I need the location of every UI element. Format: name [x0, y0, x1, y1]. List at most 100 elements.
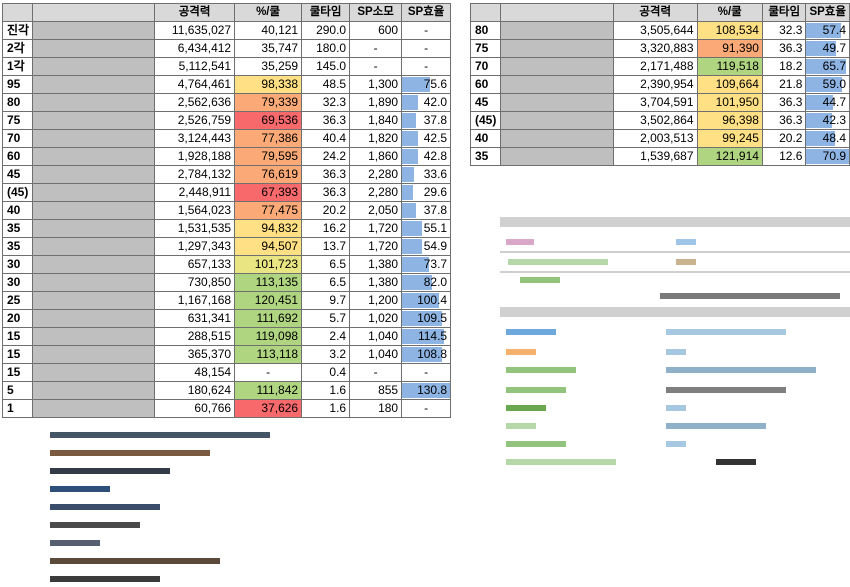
percent-per-cooldown-cell: 111,842 — [234, 381, 303, 400]
level-cell: 75 — [1, 111, 34, 130]
percent-per-cooldown-cell: 113,135 — [234, 273, 303, 292]
table-row: 45 3,704,591 101,950 36.3 44.7 — [470, 93, 850, 112]
sp-efficiency-value: - — [424, 41, 429, 55]
skill-name-cell — [32, 39, 156, 58]
sp-efficiency-cell: 65.7 — [805, 57, 850, 76]
cooldown-cell: 36.3 — [301, 183, 351, 202]
cooldown-cell: 3.2 — [301, 345, 351, 364]
level-cell: 80 — [1, 93, 34, 112]
skill-name-cell — [32, 57, 156, 76]
header-cooldown: 쿨타임 — [761, 3, 807, 22]
attack-cell: 730,850 — [154, 273, 236, 292]
attack-cell: 631,341 — [154, 309, 236, 328]
sp-efficiency-cell: 49.7 — [805, 39, 850, 58]
attack-cell: 3,124,443 — [154, 129, 236, 148]
sp-efficiency-bar — [402, 203, 416, 218]
sp-efficiency-bar — [402, 77, 430, 92]
table-row: (45) 2,448,911 67,393 36.3 2,280 29.6 — [1, 183, 452, 202]
sp-cost-cell: - — [349, 363, 403, 382]
level-cell: 30 — [1, 255, 34, 274]
header-skill-name — [499, 3, 614, 22]
sp-efficiency-cell: 114.5 — [401, 327, 452, 346]
sp-efficiency-cell: - — [401, 57, 452, 76]
level-cell: 40 — [1, 201, 34, 220]
percent-per-cooldown-cell: 119,518 — [696, 57, 763, 76]
sp-efficiency-bar — [402, 149, 418, 164]
percent-per-cooldown-cell: 98,338 — [234, 75, 303, 94]
cooldown-cell: 36.3 — [301, 165, 351, 184]
header-percent-per-cooldown: %/쿨 — [234, 3, 303, 22]
level-cell: (45) — [470, 111, 501, 130]
attack-cell: 2,171,488 — [612, 57, 698, 76]
skill-name-cell — [32, 273, 156, 292]
sp-efficiency-cell: 42.0 — [401, 93, 452, 112]
table-row: 60 1,928,188 79,595 24.2 1,860 42.8 — [1, 147, 452, 166]
table-row: 40 2,003,513 99,245 20.2 48.4 — [470, 129, 850, 148]
sp-efficiency-cell: 42.8 — [401, 147, 452, 166]
skill-name-cell — [499, 57, 614, 76]
skill-name-cell — [32, 399, 156, 418]
sp-efficiency-cell: 82.0 — [401, 273, 452, 292]
sp-efficiency-cell: 54.9 — [401, 237, 452, 256]
attack-cell: 1,531,535 — [154, 219, 236, 238]
sp-cost-cell: 1,020 — [349, 309, 403, 328]
table-row: 20 631,341 111,692 5.7 1,020 109.5 — [1, 309, 452, 328]
sp-efficiency-cell: 44.7 — [805, 93, 850, 112]
percent-per-cooldown-cell: 76,619 — [234, 165, 303, 184]
blurred-notes — [50, 428, 280, 586]
table-row: 95 4,764,461 98,338 48.5 1,300 75.6 — [1, 75, 452, 94]
attack-cell: 657,133 — [154, 255, 236, 274]
table-row: 1 60,766 37,626 1.6 180 - — [1, 399, 452, 418]
table-row: 35 1,539,687 121,914 12.6 70.9 — [470, 147, 850, 166]
sp-efficiency-bar — [806, 77, 842, 92]
level-cell: 25 — [1, 291, 34, 310]
skill-name-cell — [499, 75, 614, 94]
sp-cost-cell: 1,040 — [349, 327, 403, 346]
sp-efficiency-value: 33.6 — [423, 167, 448, 181]
level-cell: (45) — [1, 183, 34, 202]
table-row: 80 2,562,636 79,339 32.3 1,890 42.0 — [1, 93, 452, 112]
table-row: 15 288,515 119,098 2.4 1,040 114.5 — [1, 327, 452, 346]
attack-cell: 1,564,023 — [154, 201, 236, 220]
sp-efficiency-bar — [402, 383, 450, 398]
left-skill-table: 공격력 %/쿨 쿨타임 SP소모 SP효율 진각 11,635,027 40,121… — [1, 3, 452, 418]
sp-efficiency-value: 82.0 — [423, 275, 448, 289]
header-attack: 공격력 — [154, 3, 236, 22]
sp-efficiency-bar — [806, 41, 837, 56]
sp-efficiency-cell: 70.9 — [805, 147, 850, 166]
sp-cost-cell: 1,300 — [349, 75, 403, 94]
blurred-panel-upper — [500, 213, 850, 305]
percent-per-cooldown-cell: 69,536 — [234, 111, 303, 130]
percent-per-cooldown-cell: 101,950 — [696, 93, 763, 112]
skill-name-cell — [32, 237, 156, 256]
header-sp-cost: SP소모 — [349, 3, 403, 22]
header-sp-efficiency: SP효율 — [401, 3, 452, 22]
sp-efficiency-bar — [402, 275, 433, 290]
level-cell: 75 — [470, 39, 501, 58]
sp-efficiency-cell: 75.6 — [401, 75, 452, 94]
cooldown-cell: 48.5 — [301, 75, 351, 94]
sp-efficiency-cell: - — [401, 21, 452, 40]
sp-efficiency-cell: 37.8 — [401, 111, 452, 130]
sp-efficiency-bar — [402, 113, 416, 128]
table-row: 80 3,505,644 108,534 32.3 57.4 — [470, 21, 850, 40]
table-row: 40 1,564,023 77,475 20.2 2,050 37.8 — [1, 201, 452, 220]
skill-name-cell — [32, 291, 156, 310]
attack-cell: 3,505,644 — [612, 21, 698, 40]
attack-cell: 60,766 — [154, 399, 236, 418]
skill-name-cell — [32, 183, 156, 202]
cooldown-cell: 20.2 — [761, 129, 807, 148]
table-row: 5 180,624 111,842 1.6 855 130.8 — [1, 381, 452, 400]
sp-efficiency-cell: - — [401, 39, 452, 58]
skill-name-cell — [32, 93, 156, 112]
attack-cell: 2,390,954 — [612, 75, 698, 94]
percent-per-cooldown-cell: 99,245 — [696, 129, 763, 148]
header-row: 공격력 %/쿨 쿨타임 SP효율 — [470, 3, 850, 22]
header-level — [470, 3, 501, 22]
sp-efficiency-bar — [806, 59, 847, 74]
level-cell: 15 — [1, 363, 34, 382]
cooldown-cell: 36.3 — [761, 111, 807, 130]
sp-cost-cell: 1,860 — [349, 147, 403, 166]
cooldown-cell: 13.7 — [301, 237, 351, 256]
sp-efficiency-cell: 108.8 — [401, 345, 452, 364]
